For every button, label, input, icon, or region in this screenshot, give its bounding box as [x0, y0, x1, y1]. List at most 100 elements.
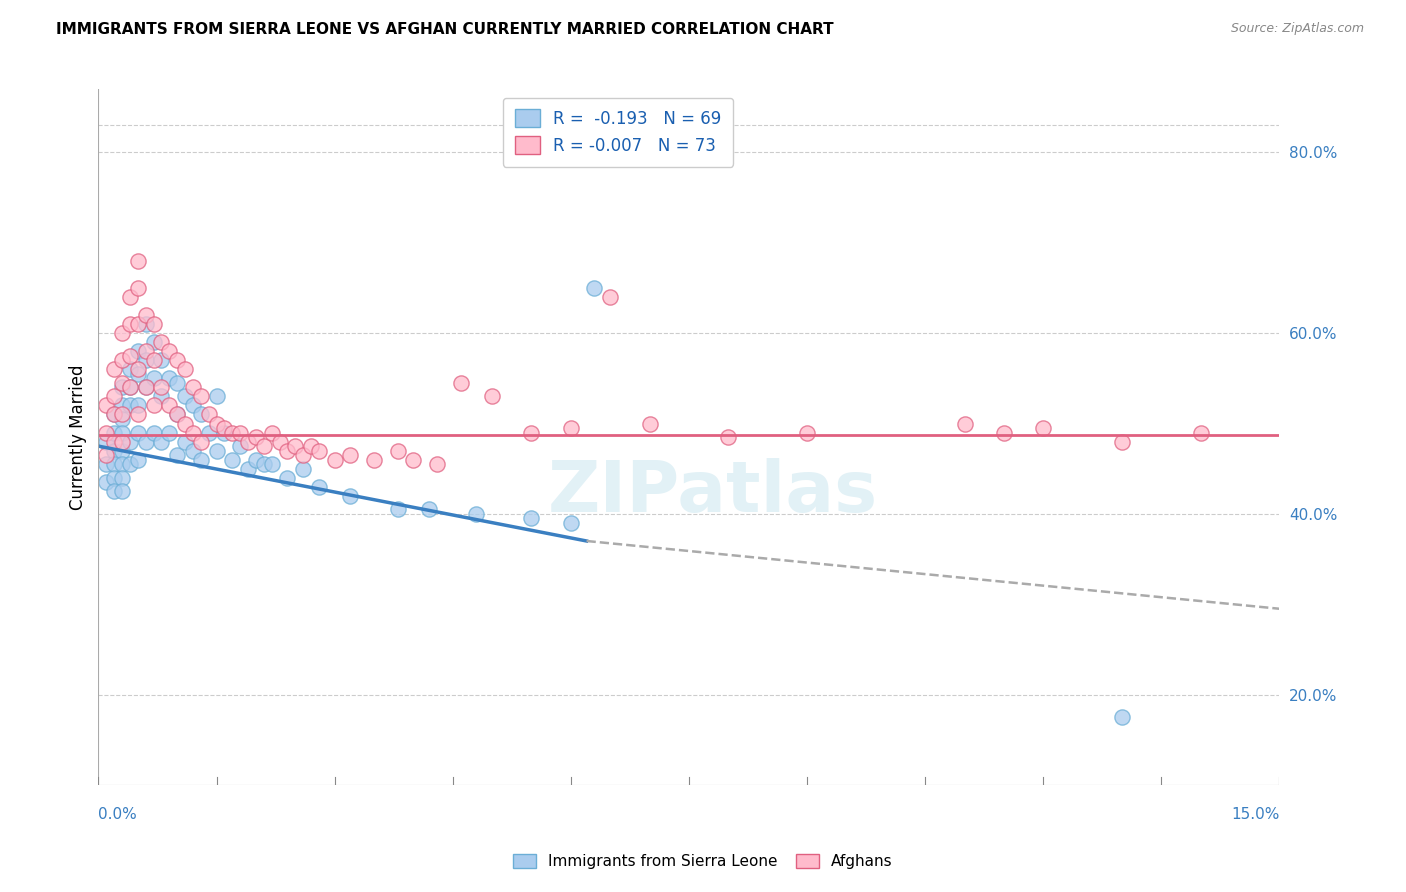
Point — [103, 408, 125, 422]
Point — [190, 434, 212, 449]
Point — [253, 439, 276, 453]
Point — [150, 380, 173, 394]
Point — [103, 362, 125, 376]
Point — [599, 290, 621, 304]
Point — [190, 389, 212, 403]
Point — [96, 475, 118, 490]
Point — [96, 448, 118, 462]
Point — [118, 399, 141, 413]
Point — [245, 430, 267, 444]
Point — [166, 408, 188, 422]
Point — [181, 380, 204, 394]
Point — [1032, 421, 1054, 435]
Point — [560, 421, 582, 435]
Point — [166, 353, 188, 368]
Point — [157, 399, 180, 413]
Point — [103, 434, 125, 449]
Point — [426, 457, 449, 471]
Point — [269, 434, 291, 449]
Point — [127, 281, 149, 295]
Point — [127, 408, 149, 422]
Point — [142, 425, 165, 440]
Point — [103, 425, 125, 440]
Point — [292, 448, 315, 462]
Point — [96, 457, 118, 471]
Point — [150, 434, 173, 449]
Point — [118, 434, 141, 449]
Point — [465, 507, 488, 521]
Point — [111, 326, 134, 341]
Point — [142, 399, 165, 413]
Point — [236, 461, 259, 475]
Legend: R =  -0.193   N = 69, R = -0.007   N = 73: R = -0.193 N = 69, R = -0.007 N = 73 — [503, 97, 733, 167]
Point — [111, 443, 134, 458]
Point — [157, 371, 180, 385]
Point — [276, 443, 298, 458]
Point — [103, 471, 125, 485]
Point — [103, 389, 125, 403]
Point — [1189, 425, 1212, 440]
Point — [205, 417, 228, 431]
Point — [127, 452, 149, 467]
Point — [197, 425, 219, 440]
Point — [127, 399, 149, 413]
Point — [1111, 434, 1133, 449]
Point — [118, 362, 141, 376]
Point — [111, 408, 134, 422]
Point — [166, 408, 188, 422]
Point — [118, 290, 141, 304]
Point — [103, 457, 125, 471]
Point — [323, 452, 346, 467]
Point — [481, 389, 503, 403]
Point — [111, 380, 134, 394]
Point — [1111, 710, 1133, 724]
Point — [174, 389, 197, 403]
Point — [127, 253, 149, 268]
Point — [127, 367, 149, 381]
Point — [387, 502, 409, 516]
Point — [796, 425, 818, 440]
Point — [127, 344, 149, 359]
Point — [174, 434, 197, 449]
Point — [111, 434, 134, 449]
Point — [111, 376, 134, 390]
Point — [181, 425, 204, 440]
Point — [190, 452, 212, 467]
Point — [205, 389, 228, 403]
Point — [299, 439, 322, 453]
Point — [157, 425, 180, 440]
Point — [197, 408, 219, 422]
Point — [638, 417, 661, 431]
Point — [111, 412, 134, 426]
Point — [339, 448, 361, 462]
Point — [142, 317, 165, 331]
Text: Source: ZipAtlas.com: Source: ZipAtlas.com — [1230, 22, 1364, 36]
Point — [221, 425, 243, 440]
Point — [111, 484, 134, 499]
Point — [142, 353, 165, 368]
Point — [96, 434, 118, 449]
Point — [402, 452, 425, 467]
Point — [190, 408, 212, 422]
Point — [127, 362, 149, 376]
Point — [953, 417, 976, 431]
Point — [166, 448, 188, 462]
Point — [127, 425, 149, 440]
Point — [174, 362, 197, 376]
Point — [229, 439, 252, 453]
Point — [520, 511, 543, 525]
Point — [229, 425, 252, 440]
Point — [150, 353, 173, 368]
Point — [118, 457, 141, 471]
Point — [292, 461, 315, 475]
Point — [103, 408, 125, 422]
Legend: Immigrants from Sierra Leone, Afghans: Immigrants from Sierra Leone, Afghans — [508, 847, 898, 875]
Point — [118, 349, 141, 363]
Point — [221, 452, 243, 467]
Point — [363, 452, 385, 467]
Point — [103, 443, 125, 458]
Point — [253, 457, 276, 471]
Point — [135, 380, 157, 394]
Point — [520, 425, 543, 440]
Point — [450, 376, 472, 390]
